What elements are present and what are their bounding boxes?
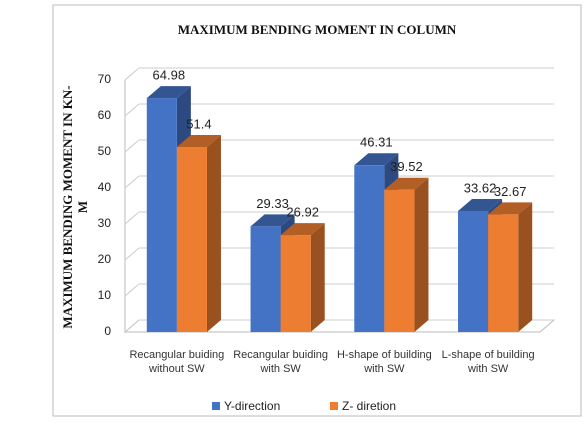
bar-top xyxy=(354,153,399,166)
y-tick-label: 60 xyxy=(98,108,112,122)
grid-line-side xyxy=(124,103,140,117)
bar xyxy=(250,226,281,332)
grid-line-side xyxy=(124,139,140,153)
bar-side xyxy=(310,223,325,332)
bar xyxy=(280,235,311,332)
data-label: 33.62 xyxy=(464,180,497,195)
bar-top xyxy=(488,202,533,215)
bar xyxy=(488,214,519,332)
grid-line-side xyxy=(124,319,140,333)
grid-line-side xyxy=(124,247,140,261)
grid-line-side xyxy=(124,175,140,189)
y-axis-label: MAXIMUM BENDING MOMENT IN KN-M xyxy=(60,85,90,329)
chart-border xyxy=(52,4,582,417)
grid-line-side xyxy=(124,67,140,81)
x-tick-label: Recangular buiding without SW xyxy=(129,349,225,375)
grid-line-side xyxy=(124,211,140,225)
data-label: 26.92 xyxy=(286,205,319,220)
bar-side xyxy=(518,202,533,332)
legend-label: Y-direction xyxy=(224,399,280,413)
y-tick-label: 40 xyxy=(98,180,112,194)
bar-top xyxy=(384,177,429,190)
bar-top xyxy=(280,223,325,236)
bar xyxy=(354,165,385,332)
bar xyxy=(146,98,177,333)
y-tick-label: 70 xyxy=(98,72,112,86)
grid-line-side xyxy=(124,283,140,297)
legend-swatch xyxy=(330,402,338,410)
y-tick-label: 0 xyxy=(104,324,111,338)
x-tick-label: Recangular buiding with SW xyxy=(233,349,329,375)
x-tick-label: H-shape of building with SW xyxy=(336,349,432,375)
legend-swatch xyxy=(212,402,220,410)
bar xyxy=(458,210,489,332)
y-tick-label: 10 xyxy=(98,288,112,302)
y-tick-label: 20 xyxy=(98,252,112,266)
data-label: 39.52 xyxy=(390,159,423,174)
bar-side xyxy=(206,134,221,332)
bar-top xyxy=(458,198,503,211)
bar-top xyxy=(176,134,221,147)
data-label: 46.31 xyxy=(360,135,393,150)
bar xyxy=(384,189,415,332)
data-label: 64.98 xyxy=(153,68,186,83)
data-label: 51.4 xyxy=(186,116,211,131)
bar-top xyxy=(250,214,295,227)
bar xyxy=(176,146,207,332)
legend-label: Z- diretion xyxy=(342,399,396,413)
data-label: 29.33 xyxy=(256,196,289,211)
data-label: 32.67 xyxy=(494,184,527,199)
y-tick-label: 50 xyxy=(98,144,112,158)
y-tick-label: 30 xyxy=(98,216,112,230)
bar-top xyxy=(146,86,191,99)
bar-side xyxy=(414,177,429,332)
x-tick-label: L-shape of building with SW xyxy=(441,349,535,375)
chart-title: MAXIMUM BENDING MOMENT IN COLUMN xyxy=(177,22,457,37)
